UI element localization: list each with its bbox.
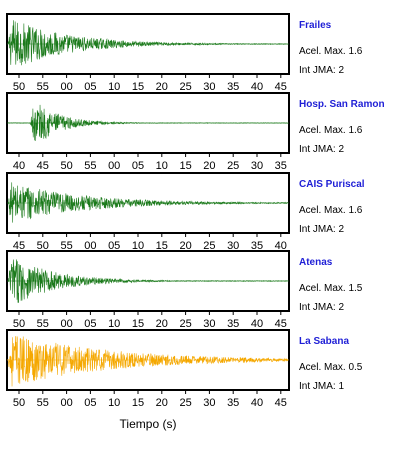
x-tick-label: 35 xyxy=(227,318,239,330)
station-panel-2: 45 50 55 00 05 10 15 20 25 30 35 40 CAIS Puriscal Ace… xyxy=(6,172,365,252)
x-tick-label: 10 xyxy=(108,397,120,409)
x-tick-label: 30 xyxy=(203,81,215,93)
x-tick-label: 30 xyxy=(227,240,239,252)
station-name: Frailes xyxy=(299,20,332,31)
x-tick-label: 40 xyxy=(251,397,263,409)
x-tick-label: 35 xyxy=(227,81,239,93)
x-tick-label: 00 xyxy=(60,81,72,93)
max-acceleration-label: Acel. Max. 1.6 xyxy=(299,46,363,57)
x-tick-label: 05 xyxy=(132,160,144,172)
x-tick-label: 55 xyxy=(37,397,49,409)
x-tick-label: 30 xyxy=(251,160,263,172)
waveform-trace xyxy=(7,336,289,387)
x-tick-label: 30 xyxy=(203,318,215,330)
x-tick-label: 20 xyxy=(179,240,191,252)
x-tick-label: 40 xyxy=(251,81,263,93)
x-tick-label: 20 xyxy=(203,160,215,172)
x-tick-label: 20 xyxy=(156,81,168,93)
x-tick-label: 20 xyxy=(156,397,168,409)
x-tick-label: 45 xyxy=(275,397,287,409)
station-name: Atenas xyxy=(299,257,333,268)
x-tick-label: 10 xyxy=(132,240,144,252)
x-tick-label: 05 xyxy=(84,318,96,330)
x-tick-label: 25 xyxy=(203,240,215,252)
station-panel-4: 50 55 00 05 10 15 20 25 30 35 40 45 La Sabana Acel. M… xyxy=(6,329,363,409)
x-tick-label: 50 xyxy=(13,397,25,409)
x-tick-label: 00 xyxy=(108,160,120,172)
x-tick-label: 15 xyxy=(132,397,144,409)
x-tick-label: 00 xyxy=(84,240,96,252)
waveform-trace xyxy=(7,182,289,223)
x-tick-label: 55 xyxy=(84,160,96,172)
x-tick-label: 40 xyxy=(275,240,287,252)
x-tick-label: 25 xyxy=(179,81,191,93)
x-tick-label: 30 xyxy=(203,397,215,409)
jma-intensity-label: Int JMA: 1 xyxy=(299,381,344,392)
max-acceleration-label: Acel. Max. 0.5 xyxy=(299,362,363,373)
x-tick-label: 45 xyxy=(37,160,49,172)
max-acceleration-label: Acel. Max. 1.6 xyxy=(299,205,363,216)
x-tick-label: 40 xyxy=(251,318,263,330)
jma-intensity-label: Int JMA: 2 xyxy=(299,224,344,235)
panels-group: 50 55 00 05 10 15 20 25 30 35 40 45 Frailes Acel. Max… xyxy=(6,13,385,409)
station-name: CAIS Puriscal xyxy=(299,179,365,190)
x-tick-label: 15 xyxy=(132,318,144,330)
x-tick-label: 50 xyxy=(13,318,25,330)
station-name: La Sabana xyxy=(299,336,349,347)
x-tick-label: 35 xyxy=(275,160,287,172)
max-acceleration-label: Acel. Max. 1.6 xyxy=(299,125,363,136)
x-tick-label: 50 xyxy=(37,240,49,252)
max-acceleration-label: Acel. Max. 1.5 xyxy=(299,283,363,294)
station-panel-3: 50 55 00 05 10 15 20 25 30 35 40 45 Atenas Acel. Max.… xyxy=(6,250,363,330)
x-tick-label: 15 xyxy=(132,81,144,93)
x-tick-label: 10 xyxy=(108,81,120,93)
x-tick-label: 05 xyxy=(84,81,96,93)
x-tick-label: 55 xyxy=(37,81,49,93)
x-tick-label: 00 xyxy=(60,397,72,409)
x-tick-label: 20 xyxy=(156,318,168,330)
x-tick-label: 35 xyxy=(251,240,263,252)
x-tick-label: 05 xyxy=(108,240,120,252)
station-panel-1: 40 45 50 55 00 05 10 15 20 25 30 35 Hosp. San Ramon A… xyxy=(6,92,385,172)
x-tick-label: 15 xyxy=(179,160,191,172)
x-tick-label: 45 xyxy=(275,318,287,330)
x-tick-label: 05 xyxy=(84,397,96,409)
x-tick-label: 25 xyxy=(227,160,239,172)
x-tick-label: 55 xyxy=(60,240,72,252)
x-axis-title: Tiempo (s) xyxy=(120,417,177,431)
x-tick-label: 45 xyxy=(275,81,287,93)
x-tick-label: 35 xyxy=(227,397,239,409)
jma-intensity-label: Int JMA: 2 xyxy=(299,302,344,313)
jma-intensity-label: Int JMA: 2 xyxy=(299,144,344,155)
x-tick-label: 55 xyxy=(37,318,49,330)
x-tick-label: 00 xyxy=(60,318,72,330)
x-tick-label: 45 xyxy=(13,240,25,252)
jma-intensity-label: Int JMA: 2 xyxy=(299,65,344,76)
x-tick-label: 50 xyxy=(60,160,72,172)
x-tick-label: 25 xyxy=(179,318,191,330)
x-tick-label: 10 xyxy=(156,160,168,172)
station-panel-0: 50 55 00 05 10 15 20 25 30 35 40 45 Frailes Acel. Max… xyxy=(6,13,363,93)
x-tick-label: 15 xyxy=(156,240,168,252)
x-tick-label: 10 xyxy=(108,318,120,330)
x-tick-label: 40 xyxy=(13,160,25,172)
x-tick-label: 50 xyxy=(13,81,25,93)
x-tick-label: 25 xyxy=(179,397,191,409)
station-name: Hosp. San Ramon xyxy=(299,99,385,110)
